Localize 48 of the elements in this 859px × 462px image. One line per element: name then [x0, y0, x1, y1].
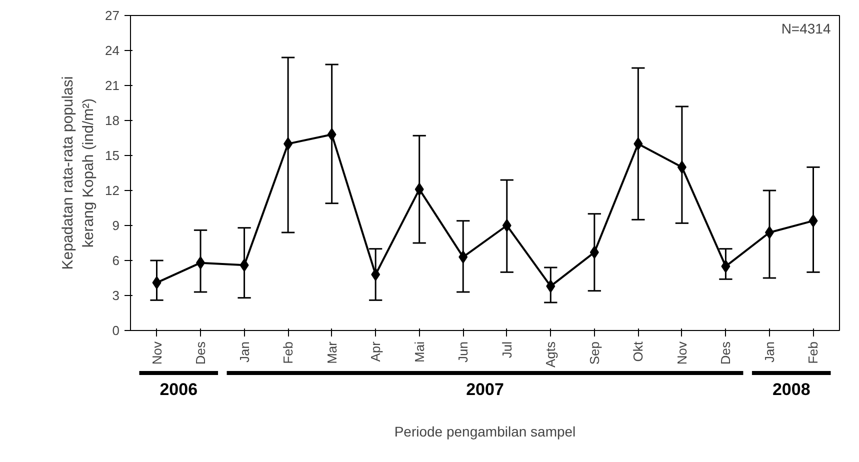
x-tick-label: Nov	[149, 341, 164, 365]
text: 2006	[160, 380, 198, 399]
x-tick-label: Apr	[368, 340, 384, 362]
text: 2007	[466, 380, 504, 399]
point	[240, 258, 249, 272]
point	[371, 268, 380, 281]
point	[808, 214, 818, 228]
x-tick-label: Sep	[586, 341, 602, 365]
x-tick-label: Des	[718, 341, 734, 365]
x-tick-label: Feb	[806, 341, 821, 364]
point	[764, 226, 774, 239]
x-tick-label: Mai	[412, 341, 427, 362]
point	[414, 182, 424, 196]
y-tick-label: 9	[112, 218, 120, 233]
x-tick-label: Nov	[674, 341, 690, 365]
point	[327, 128, 336, 141]
x-axis-title: Periode pengambilan sampel	[394, 424, 576, 440]
y-tick-label: 24	[105, 43, 120, 58]
y-tick-label: 0	[112, 323, 120, 338]
point	[284, 137, 293, 150]
point	[721, 260, 730, 273]
point	[590, 246, 599, 259]
y-tick-label: 27	[105, 8, 120, 23]
y-axis-title: Kepadatan rata-rata populasi kerang Kopah (ind/m²)	[60, 76, 98, 270]
point	[458, 250, 468, 264]
x-tick-label: Des	[193, 341, 208, 365]
x-tick-label: Mar	[324, 340, 340, 364]
x-tick-label: Feb	[280, 341, 296, 364]
x-tick-label: Okt	[630, 341, 646, 362]
y-tick-label: 15	[105, 148, 120, 163]
x-tick-label: Jun	[456, 341, 471, 362]
y-tick-label: 3	[112, 288, 120, 303]
point	[677, 160, 686, 174]
y-tick-label: 12	[105, 183, 120, 198]
annotation: N=4314	[781, 20, 831, 36]
y-tick-label: 6	[112, 253, 120, 268]
x-tick-label: Jul	[499, 341, 514, 358]
point	[152, 276, 162, 290]
point	[196, 256, 206, 270]
point	[502, 219, 512, 232]
y-tick-label: 21	[105, 78, 120, 93]
x-tick-label: Jan	[762, 341, 777, 362]
y-tick-label: 18	[105, 113, 120, 128]
text: 2008	[772, 380, 810, 399]
x-tick-label: Agts	[543, 341, 558, 368]
point	[546, 280, 556, 293]
point	[634, 137, 643, 150]
x-tick-label: Jan	[236, 341, 252, 362]
